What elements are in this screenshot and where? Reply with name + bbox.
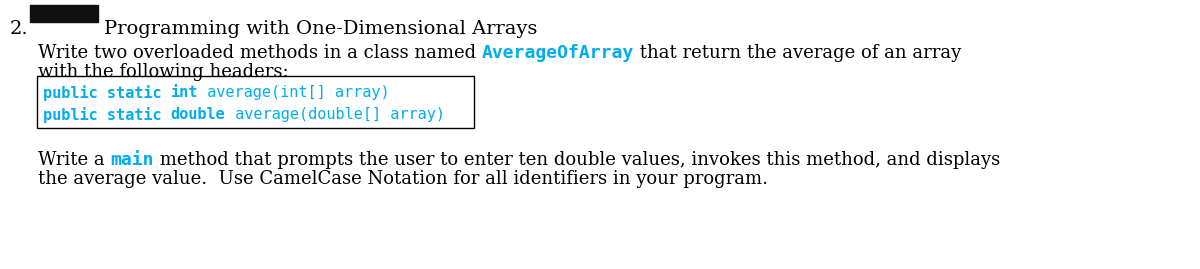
Text: 2.: 2. (10, 20, 29, 38)
Text: method that prompts the user to enter ten double values, invokes this method, an: method that prompts the user to enter te… (154, 151, 1000, 169)
Text: Write two overloaded methods in a class named: Write two overloaded methods in a class … (38, 44, 482, 62)
Text: public static: public static (43, 107, 170, 123)
Text: average(double[] array): average(double[] array) (226, 107, 444, 122)
Text: public static: public static (43, 85, 170, 101)
FancyBboxPatch shape (37, 76, 474, 128)
Text: double: double (170, 107, 226, 122)
Text: that return the average of an array: that return the average of an array (634, 44, 961, 62)
Text: the average value.  Use CamelCase Notation for all identifiers in your program.: the average value. Use CamelCase Notatio… (38, 170, 768, 188)
Text: Programming with One-Dimensional Arrays: Programming with One-Dimensional Arrays (104, 20, 538, 38)
Text: int: int (170, 85, 198, 100)
Text: Write a: Write a (38, 151, 110, 169)
Text: average(int[] array): average(int[] array) (198, 85, 390, 100)
Text: with the following headers:: with the following headers: (38, 63, 289, 81)
Text: main: main (110, 151, 154, 169)
FancyBboxPatch shape (30, 5, 98, 22)
Text: AverageOfArray: AverageOfArray (482, 44, 634, 62)
